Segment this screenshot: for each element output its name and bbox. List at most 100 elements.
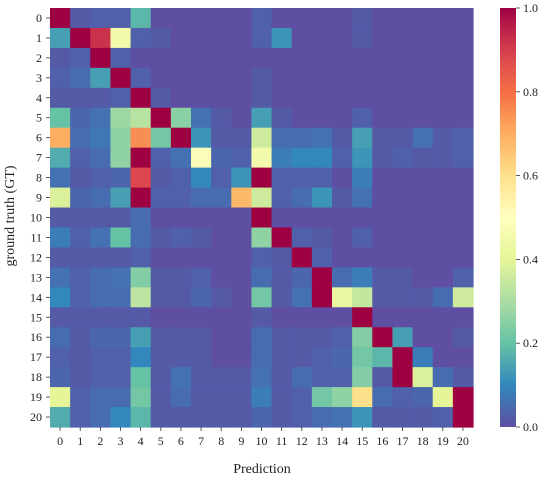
x-tick-label: 19	[437, 434, 449, 448]
heatmap-cell	[372, 167, 394, 189]
heatmap-cell	[392, 347, 414, 368]
y-tick-label: 1	[36, 31, 42, 45]
heatmap-cell	[70, 147, 91, 169]
heatmap-cell	[191, 27, 212, 49]
x-tick-label: 3	[118, 434, 124, 448]
heatmap-cell	[170, 107, 192, 129]
heatmap-cell	[130, 367, 152, 388]
heatmap-cell	[150, 407, 172, 428]
heatmap-cell	[392, 27, 414, 49]
heatmap-cell	[150, 147, 172, 169]
y-tick-label: 19	[30, 390, 42, 404]
heatmap-cell	[392, 247, 414, 268]
heatmap-cell	[412, 367, 434, 388]
heatmap-cell	[70, 107, 91, 129]
heatmap-cell	[70, 27, 91, 49]
heatmap-cell	[231, 87, 253, 109]
heatmap-cell	[332, 327, 353, 348]
heatmap-cell	[311, 187, 333, 209]
y-tick-label: 12	[30, 250, 42, 264]
heatmap-cell	[110, 407, 132, 428]
heatmap-cell	[251, 247, 273, 268]
heatmap-cell	[452, 87, 474, 109]
heatmap-cell	[311, 67, 333, 89]
heatmap-cell	[392, 207, 414, 229]
heatmap-cell	[352, 27, 373, 49]
heatmap-cell	[50, 387, 71, 408]
heatmap-cell	[352, 87, 373, 109]
heatmap-cell	[412, 267, 434, 288]
y-tick-label: 2	[36, 51, 42, 65]
heatmap-cell	[70, 127, 91, 149]
heatmap-cell	[452, 307, 474, 328]
heatmap-cell	[332, 167, 353, 189]
y-tick-label: 17	[30, 350, 42, 364]
heatmap-cell	[412, 87, 434, 109]
heatmap-cell	[110, 87, 132, 109]
heatmap-cell	[211, 367, 232, 388]
heatmap-cell	[150, 207, 172, 229]
heatmap-cell	[231, 187, 253, 209]
heatmap-cell	[352, 247, 373, 268]
heatmap-cell	[130, 87, 152, 109]
heatmap-cell	[251, 307, 273, 328]
heatmap-cell	[191, 187, 212, 209]
x-tick-label: 14	[336, 434, 348, 448]
x-tick-label: 15	[356, 434, 368, 448]
heatmap-cell	[170, 347, 192, 368]
heatmap-cell	[271, 187, 293, 209]
heatmap-cell	[191, 347, 212, 368]
heatmap-cell	[231, 387, 253, 408]
heatmap-cell	[452, 127, 474, 149]
heatmap-cell	[352, 387, 373, 408]
heatmap-cell	[352, 207, 373, 229]
heatmap-cell	[452, 8, 474, 29]
heatmap-cell	[211, 227, 232, 249]
heatmap-cell	[50, 247, 71, 268]
heatmap-cell	[412, 207, 434, 229]
heatmap-cell	[251, 387, 273, 408]
heatmap-cell	[271, 147, 293, 169]
heatmap-cell	[251, 227, 273, 249]
heatmap-cell	[412, 187, 434, 209]
heatmap-cell	[191, 167, 212, 189]
heatmap-cell	[130, 187, 152, 209]
heatmap-cell	[372, 327, 394, 348]
heatmap-cell	[130, 8, 152, 29]
heatmap-cell	[130, 27, 152, 49]
heatmap-cell	[70, 347, 91, 368]
heatmap-cell	[311, 407, 333, 428]
heatmap-cell	[412, 67, 434, 89]
heatmap-cell	[311, 107, 333, 129]
heatmap-cell	[150, 367, 172, 388]
heatmap-cell	[191, 307, 212, 328]
heatmap-cell	[130, 127, 152, 149]
heatmap-cell	[110, 147, 132, 169]
heatmap-cell	[392, 107, 414, 129]
heatmap-cell	[150, 227, 172, 249]
y-tick-label: 11	[30, 230, 42, 244]
heatmap-cell	[271, 207, 293, 229]
heatmap-cell	[191, 227, 212, 249]
heatmap-cell	[291, 347, 313, 368]
heatmap-cell	[291, 247, 313, 268]
heatmap-cell	[50, 87, 71, 109]
heatmap-cell	[70, 367, 91, 388]
heatmap-cell	[211, 207, 232, 229]
heatmap-cell	[412, 147, 434, 169]
heatmap-cell	[70, 187, 91, 209]
heatmap-cell	[291, 367, 313, 388]
heatmap-cell	[50, 347, 71, 368]
heatmap-cell	[412, 8, 434, 29]
y-tick-label: 6	[36, 131, 42, 145]
heatmap-cell	[50, 67, 71, 89]
heatmap-cell	[271, 227, 293, 249]
heatmap-cell	[372, 387, 394, 408]
heatmap-cell	[110, 247, 132, 268]
heatmap-cell	[412, 247, 434, 268]
heatmap-cell	[372, 127, 394, 149]
heatmap-cell	[170, 27, 192, 49]
heatmap-cell	[352, 227, 373, 249]
heatmap-cell	[90, 87, 112, 109]
